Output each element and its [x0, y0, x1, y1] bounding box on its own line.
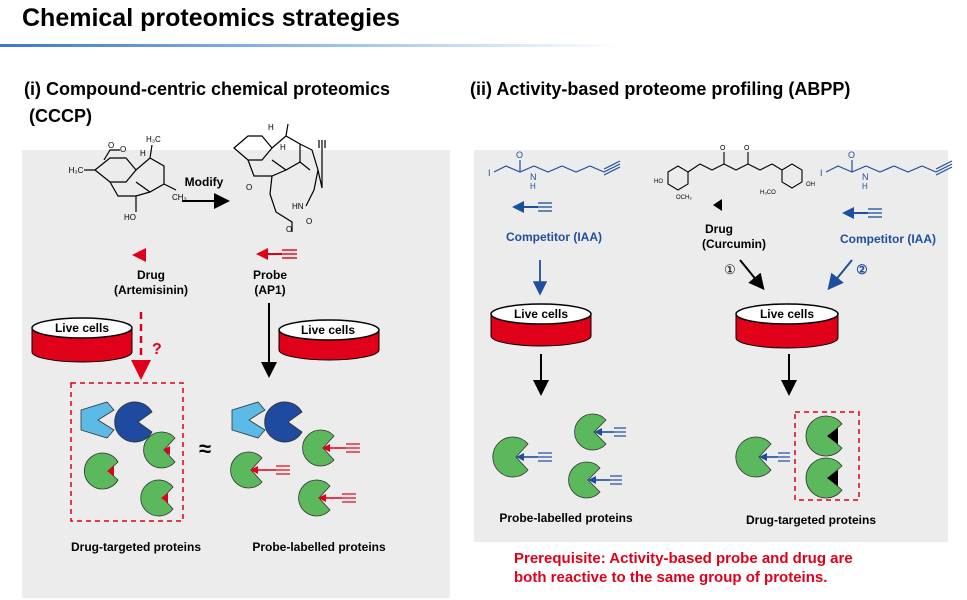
curcumin-h3co-label: H₃CO: [760, 190, 776, 196]
ap1-probe-structure-icon: [233, 123, 326, 232]
prerequisite-line-1: Prerequisite: Activity-based probe and d…: [514, 550, 853, 567]
iaa-n-label: N: [530, 172, 537, 182]
iaa-structure-icon: [825, 160, 953, 176]
protein-dark-blue-icon: [114, 401, 153, 443]
curcumin-name-label: (Curcumin): [702, 237, 766, 251]
abpp-probe-labelled-proteins-label: Probe-labelled proteins: [499, 511, 633, 525]
curcumin-structure-icon: [667, 152, 803, 191]
drug-label: Drug: [137, 268, 165, 282]
competitor-label-2: Competitor (IAA): [840, 232, 936, 246]
ap1-h2-label: H: [280, 143, 286, 152]
protein-light-blue-icon: [80, 401, 115, 439]
drug-targeted-box-abpp: [794, 411, 860, 501]
bound-drug-icon: [163, 446, 170, 455]
ap1-carbonyl-o-label: O: [306, 217, 312, 226]
curcumin-och3-label: OCH₃: [676, 195, 692, 201]
abpp-heading: (ii) Activity-based proteome profiling (…: [470, 79, 851, 99]
artemisinin-ho-label: HO: [124, 213, 136, 222]
drug-targeted-box: [70, 382, 184, 522]
prerequisite-note: Prerequisite: Activity-based probe and d…: [514, 549, 853, 587]
curcumin-oh-label: OH: [806, 182, 815, 188]
protein-dark-blue-icon: [264, 401, 303, 443]
iaa-n-label: N: [862, 172, 869, 182]
live-cells-label-drug: Live cells: [760, 307, 814, 321]
bound-drug-icon: [161, 493, 168, 503]
probe-label: Probe: [252, 268, 287, 282]
probe-labelled-protein-icon: [230, 451, 290, 489]
live-cells-dish-competitor: [490, 303, 592, 347]
competitor-labelled-protein-icon: [735, 436, 790, 478]
ap1-hn-label: HN: [292, 202, 304, 211]
artemisinin-h3c-top-label: H₃C: [146, 135, 161, 144]
cccp-heading-abbrev: (CCCP): [29, 106, 92, 126]
competitor-labelled-protein-icon: [574, 413, 626, 451]
artemisinin-structure-icon: [84, 144, 177, 212]
competitor-treatment-arrow-step2: [827, 259, 853, 291]
page-title: Chemical proteomics strategies: [22, 4, 400, 32]
protein-light-blue-icon: [231, 401, 266, 439]
protein-green-icon: [140, 479, 174, 517]
unknown-question-mark: ?: [152, 341, 162, 358]
step-2-marker: ②: [856, 262, 868, 277]
cccp-heading: (i) Compound-centric chemical proteomics: [24, 79, 391, 99]
ap1-h-label: H: [268, 123, 274, 132]
drug-bound-protein-icon: [805, 457, 843, 499]
iaa-o-label: O: [516, 150, 523, 160]
ap1-o-label: O: [246, 183, 252, 192]
ap1-carbamate-o-label: O: [286, 225, 292, 234]
probe-labelled-protein-icon: [298, 479, 356, 517]
iaa-i-label: I: [488, 168, 491, 178]
competitor-iaa-icon: [842, 207, 882, 219]
drug-targeted-proteins-label: Drug-targeted proteins: [70, 540, 201, 554]
iaa-structure-icon: [493, 160, 621, 176]
curcumin-drug-label: Drug: [705, 222, 733, 236]
iaa-h-label: H: [530, 182, 536, 191]
title-underline: [0, 44, 620, 47]
cccp-panel-background: [22, 150, 450, 598]
curcumin-o2-label: O: [744, 145, 750, 152]
iaa-i-label: I: [820, 168, 823, 178]
probe-labelled-proteins-label: Probe-labelled proteins: [252, 540, 386, 554]
protein-green-icon: [143, 431, 176, 469]
probe-alkyne-icon: [256, 248, 297, 260]
abpp-drug-targeted-proteins-label: Drug-targeted proteins: [745, 513, 876, 527]
approximately-equal-sign: ≈: [199, 436, 211, 461]
live-cells-dish-left: [31, 317, 133, 363]
competitor-labelled-protein-icon: [492, 436, 552, 478]
drug-name-label: (Artemisinin): [113, 283, 188, 297]
competitor-label-1: Competitor (IAA): [506, 230, 602, 244]
live-cells-label-probe: Live cells: [301, 323, 355, 337]
modify-label: Modify: [185, 175, 224, 189]
artemisinin-h3c-label: H₃C: [69, 166, 84, 175]
artemisinin-o1-label: O: [108, 141, 114, 150]
competitor-labelled-protein-icon: [568, 461, 622, 499]
live-cells-label-left: Live cells: [55, 321, 109, 335]
curcumin-ho-label: HO: [654, 179, 663, 185]
curcumin-drug-triangle-icon: [713, 199, 722, 211]
prerequisite-line-2: both reactive to the same group of prote…: [514, 569, 828, 586]
drug-treatment-arrow-step1: [739, 259, 765, 291]
artemisinin-o2-label: O: [120, 145, 126, 154]
step-1-marker: ①: [724, 262, 736, 277]
bound-drug-icon: [107, 466, 114, 476]
artemisinin-ch3-label: CH₃: [172, 193, 187, 202]
probe-labelled-protein-icon: [302, 429, 360, 467]
artemisinin-h-label: H: [140, 149, 146, 158]
live-cells-label-competitor: Live cells: [514, 307, 568, 321]
protein-green-icon: [84, 452, 119, 490]
competitor-iaa-icon: [512, 201, 552, 213]
iaa-o-label: O: [848, 150, 855, 160]
drug-bound-protein-icon: [805, 415, 843, 457]
probe-name-label: (AP1): [254, 283, 286, 297]
curcumin-o1-label: O: [720, 145, 726, 152]
drug-triangle-icon: [132, 248, 146, 262]
iaa-h-label: H: [862, 182, 868, 191]
live-cells-dish-drug: [735, 303, 839, 349]
live-cells-dish-probe: [278, 319, 380, 361]
